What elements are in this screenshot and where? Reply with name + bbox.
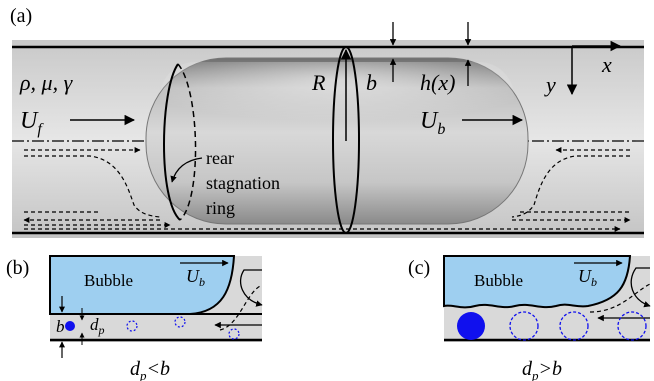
particle-dashed-b1 [126,320,138,332]
particle-solid-b [65,321,75,331]
rear-label-line1: rear [206,148,234,168]
film-b-small-label: b [56,317,65,336]
particle-dashed-b2 [174,316,186,328]
stream-c-1 [630,267,651,308]
caption-b: dp<b [130,358,170,381]
bubble-label-c: Bubble [474,271,523,290]
rear-label-line2: stagnation [206,173,280,193]
particle-dashed-c1 [509,311,539,341]
radius-label: R [311,70,326,95]
particle-dashed-b3 [228,328,240,340]
streamlines-right [511,147,631,223]
panel-b: (b) Bubble Ub b dp dp<b [6,255,263,381]
film-b-label: b [366,70,377,95]
ub-label-c: Ub [578,266,597,289]
particle-dashed-c3 [617,311,647,341]
ub-label: Ub [420,108,445,138]
uf-label: Uf [20,108,44,138]
stream-c-3 [589,283,651,313]
panel-a-label: (a) [10,5,32,27]
panel-c: (c) Bubble Ub dp>b [408,255,651,381]
bubble-b [49,255,236,315]
y-axis-label: y [544,72,556,97]
particle-solid-c [457,312,485,340]
film-h-label: h(x) [420,70,455,95]
bubble-highlight [160,62,514,132]
caption-c: dp>b [522,358,562,381]
dp-label-b: dp [90,315,105,337]
panel-b-label: (b) [6,257,29,279]
x-axis-label: x [601,52,612,77]
panel-c-label: (c) [408,257,430,279]
stream-b-3 [219,284,263,331]
cross-section-ring [332,46,360,234]
rear-ring-back [177,63,197,221]
stream-b-1 [239,269,263,307]
ub-label-b: Ub [186,266,205,289]
rear-label-line3: ring [206,198,235,218]
rear-ring-front [163,63,181,221]
bubble-c [443,255,632,309]
streamlines-left [23,147,621,232]
fluid-properties-label: ρ, μ, γ [19,70,74,95]
panel-a: (a) ρ, μ, γ Uf Ub R b h(x) x y rear stag… [10,5,644,238]
particle-dashed-c2 [559,311,589,341]
rear-ring-pointer [170,157,203,183]
bubble-label-b: Bubble [84,271,133,290]
